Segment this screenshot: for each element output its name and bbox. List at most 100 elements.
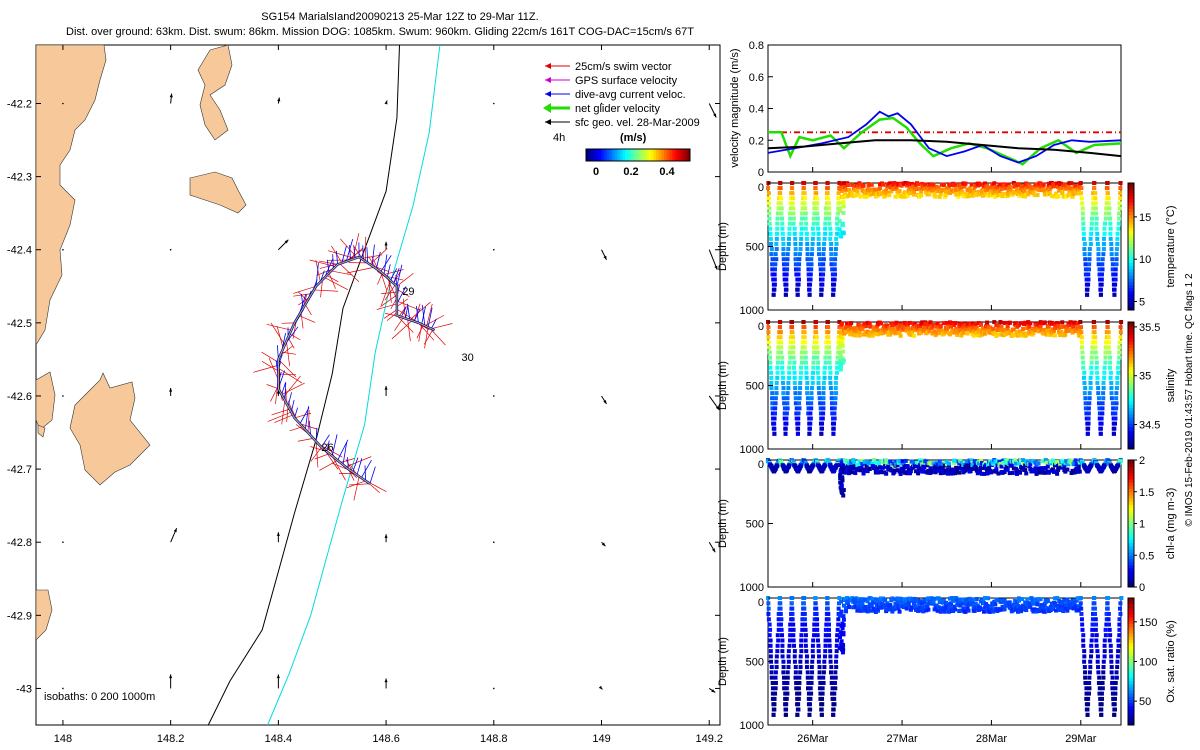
section-dot — [968, 469, 973, 474]
section-dot — [1055, 596, 1060, 601]
section-dot — [766, 330, 771, 335]
section-dot — [1102, 375, 1107, 380]
section-dot — [1025, 331, 1030, 336]
section-colorbar-segment — [1128, 571, 1134, 575]
section-dot — [770, 686, 775, 691]
section-dot — [1038, 324, 1043, 329]
section-dot — [831, 292, 836, 297]
section-dot — [787, 365, 792, 370]
section-dot — [826, 340, 831, 345]
section-dot — [857, 597, 862, 602]
section-dot — [827, 216, 832, 221]
section-dot — [966, 324, 971, 329]
section-dot — [812, 617, 817, 622]
section-dot — [903, 326, 908, 331]
section-dot — [1013, 602, 1018, 607]
section-dot — [780, 365, 785, 370]
swim-vector — [398, 306, 407, 317]
section-dot — [855, 329, 860, 334]
section-dot — [1045, 464, 1050, 469]
section-dot — [838, 485, 843, 490]
land-polygon-0 — [35, 44, 107, 347]
section-dot — [772, 426, 777, 431]
section-dot — [1008, 185, 1013, 190]
section-dot — [1110, 262, 1115, 267]
section-dot — [845, 321, 850, 326]
section-dot — [1017, 461, 1022, 466]
velocity-ylabel: velocity magnitude (m/s) — [729, 48, 741, 167]
section-dot — [1040, 185, 1045, 190]
section-colorbar-segment — [1128, 322, 1134, 326]
section-dot — [896, 606, 901, 611]
section-dot — [876, 461, 881, 466]
section-dot — [921, 608, 926, 613]
section-dot — [778, 201, 783, 206]
section-dot — [933, 324, 938, 329]
section-dot — [837, 646, 842, 651]
section-dot — [856, 322, 861, 327]
section-dot — [1045, 186, 1050, 191]
swim-vector — [380, 291, 397, 295]
section-dot — [1090, 211, 1095, 216]
section-dot — [924, 597, 929, 602]
speed-colorbar-frame — [585, 148, 691, 162]
section-dot — [775, 365, 780, 370]
section-dot — [964, 463, 969, 468]
section-dot — [839, 343, 844, 348]
section-dot — [840, 650, 845, 655]
section-dot — [1050, 458, 1055, 463]
section-dot — [840, 478, 845, 483]
section-dot — [1042, 320, 1047, 325]
swim-vector — [396, 288, 410, 297]
velocity-series-layer — [767, 110, 1122, 166]
section-dot — [1104, 622, 1109, 627]
section-dot — [838, 354, 843, 359]
dac-vector — [287, 392, 292, 407]
section-colorbar-label: chl-a (mg m-3) — [1165, 488, 1177, 560]
section-dot — [810, 236, 815, 241]
section-dot — [1081, 375, 1086, 380]
section-dot — [1029, 185, 1034, 190]
dac-vector — [284, 326, 299, 346]
section-dot — [1115, 241, 1120, 246]
section-dot — [1097, 267, 1102, 272]
section-dot — [1103, 627, 1108, 632]
section-dot — [782, 675, 787, 680]
dac-vector — [352, 457, 359, 473]
section-dot — [1085, 469, 1090, 474]
swim-vector — [418, 322, 435, 341]
section-dot — [977, 333, 982, 338]
velocity-series-1 — [768, 116, 1122, 166]
section-dot — [934, 606, 939, 611]
section-dot — [968, 597, 973, 602]
section-dot — [1069, 181, 1074, 186]
section-dot — [1111, 431, 1116, 436]
dac-vector — [405, 304, 409, 319]
section-dot — [790, 191, 795, 196]
section-dot — [873, 468, 878, 473]
section-dot — [879, 469, 884, 474]
section-dot — [1088, 659, 1093, 664]
isobath-200m — [207, 44, 400, 726]
section-dot — [1106, 622, 1111, 627]
section-dot — [908, 607, 913, 612]
section-dot — [910, 325, 915, 330]
section-dot — [772, 277, 777, 282]
section-dot — [916, 182, 921, 187]
section-dot — [853, 193, 858, 198]
section-dot — [916, 598, 921, 603]
section-dot — [1091, 196, 1096, 201]
section-dot — [926, 187, 931, 192]
section-dot — [921, 327, 926, 332]
section-dot — [1091, 191, 1096, 196]
section-dot — [959, 608, 964, 613]
section-dot — [777, 325, 782, 330]
section-dot — [834, 654, 839, 659]
section-dot — [1115, 659, 1120, 664]
section-dot — [1030, 468, 1035, 473]
section-dot — [1102, 643, 1107, 648]
section-dot — [1118, 191, 1123, 196]
section-dot — [1095, 654, 1100, 659]
geo-arrowhead — [384, 678, 388, 683]
